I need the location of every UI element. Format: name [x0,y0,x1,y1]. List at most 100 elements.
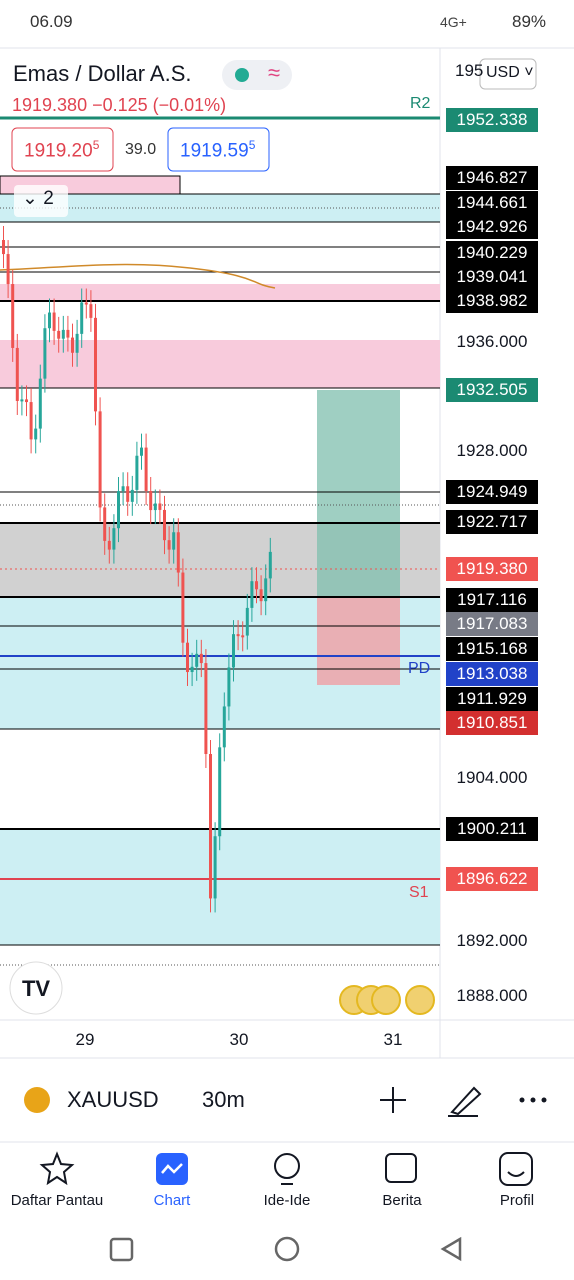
toolbar-symbol[interactable]: XAUUSD [67,1087,159,1112]
price-label: 1942.926 [446,215,538,239]
candle-body [75,333,79,353]
candle-body [140,447,143,456]
price-label: 1915.168 [446,637,538,661]
pd-label: PD [408,660,431,677]
ask-button[interactable]: 1919.595 [180,138,255,162]
candle-body [264,578,268,602]
price-label: 1917.083 [446,612,538,636]
nav-tab[interactable]: Chart [153,1192,191,1209]
candle-body [259,589,263,602]
price-label: 1922.717 [446,510,538,534]
price-label: 1919.380 [446,557,538,581]
nav-tab[interactable]: Ide-Ide [263,1192,311,1209]
candle-body [135,455,139,490]
price-label: 1944.661 [446,191,538,215]
toolbar-interval[interactable]: 30m [202,1087,245,1112]
price-label: 1946.827 [446,166,538,190]
price-label: 1940.229 [446,241,538,265]
price-label: 1924.949 [446,480,538,504]
candle-body [245,607,249,636]
candle-body [57,330,61,339]
candle-body [121,486,125,492]
r2-label: R2 [410,95,431,112]
candle-body [250,581,254,608]
candle-body [126,486,130,502]
candle-body [112,528,116,550]
candle-body [213,836,217,899]
candle-body [149,491,153,511]
nav-tab[interactable]: Profil [499,1192,535,1209]
nav-tab[interactable]: Berita [382,1192,422,1209]
price-label: 1917.116 [446,588,538,612]
layout-toggle[interactable]: ⌄ 2 [22,188,54,209]
candle-body [71,337,74,353]
candle-body [80,302,84,334]
candle-body [176,532,180,573]
candle-body [172,532,176,550]
status-time: 06.09 [30,12,73,31]
currency: USD [486,64,520,81]
candle-body [98,411,102,508]
candle-body [241,635,245,638]
candle-body [25,399,28,403]
candle-body [15,347,19,401]
candle-body [52,312,56,331]
candle-body [29,402,33,440]
candle-body [66,329,70,338]
candle-body [20,399,24,402]
candle-body [61,329,65,339]
price-label: 1928.000 [446,439,538,463]
ask-pip: 5 [248,138,256,152]
candle-body [218,747,222,837]
currency-select[interactable]: USD ˅ [486,64,534,81]
candle-body [222,706,226,748]
price-label: 1911.929 [446,687,538,711]
candle-body [268,551,272,579]
price-label: 1932.505 [446,378,538,402]
candle-body [103,507,107,541]
candle-body [107,540,111,550]
price-label: 1938.982 [446,289,538,313]
bid-button[interactable]: 1919.205 [24,138,99,162]
candle-body [38,378,42,429]
candle-body [34,428,38,440]
candle-body [6,254,10,285]
candle-body [144,447,148,492]
candle-body [167,540,171,550]
candle-body [153,503,157,511]
price-label: 1936.000 [446,330,538,354]
s1-label: S1 [409,884,429,901]
time-label: 29 [75,1030,95,1049]
svg-text:TV: TV [22,976,50,1001]
candle-body [255,581,258,590]
candle-body [130,489,134,502]
candle-body [232,634,235,668]
candle-body [84,302,88,305]
price-change: 1919.380 −0.125 (−0.01%) [12,95,227,115]
layouts-count: 2 [43,188,54,209]
ask: 1919.59 [180,140,249,162]
price-label: 1892.000 [446,929,538,953]
price-label: 1952.338 [446,108,538,132]
candle-body [199,653,203,664]
candle-body [94,317,97,412]
candle-body [163,509,166,541]
network: 4G+ [440,14,467,30]
wave-icon[interactable]: ≈ [268,60,281,85]
candle-body [48,312,51,329]
candle-body [236,634,240,637]
price-label: 1939.041 [446,265,538,289]
bid-pip: 5 [92,138,100,152]
spread: 39.0 [125,141,157,158]
candle-body [11,284,15,348]
price-label: 1888.000 [446,984,538,1008]
price-label-partial: 195 [455,61,484,80]
price-label: 1913.038 [446,662,538,686]
nav-tab[interactable]: Daftar Pantau [10,1192,104,1209]
candle-body [2,240,5,255]
candle-body [186,642,189,673]
candle-body [43,328,47,379]
candle-body [227,667,231,707]
